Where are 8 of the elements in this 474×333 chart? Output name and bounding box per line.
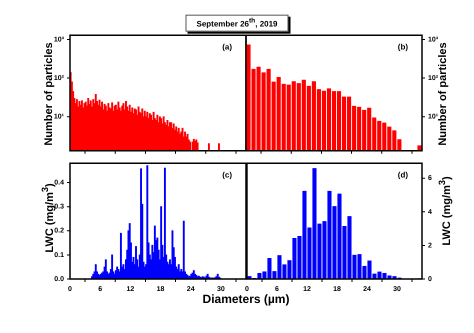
y-axis-title: Number of particles [43, 42, 55, 146]
annotation: (c) [222, 170, 232, 180]
annotation: (a) [222, 42, 232, 52]
y-axis-title: Number of particles [437, 42, 449, 146]
annotation: (d) [398, 170, 408, 180]
chart-title: September 26$^{th}$, 2019 [185, 14, 289, 32]
x-axis-title: Diameters (µm) [202, 292, 290, 306]
annotation: (b) [398, 42, 408, 52]
